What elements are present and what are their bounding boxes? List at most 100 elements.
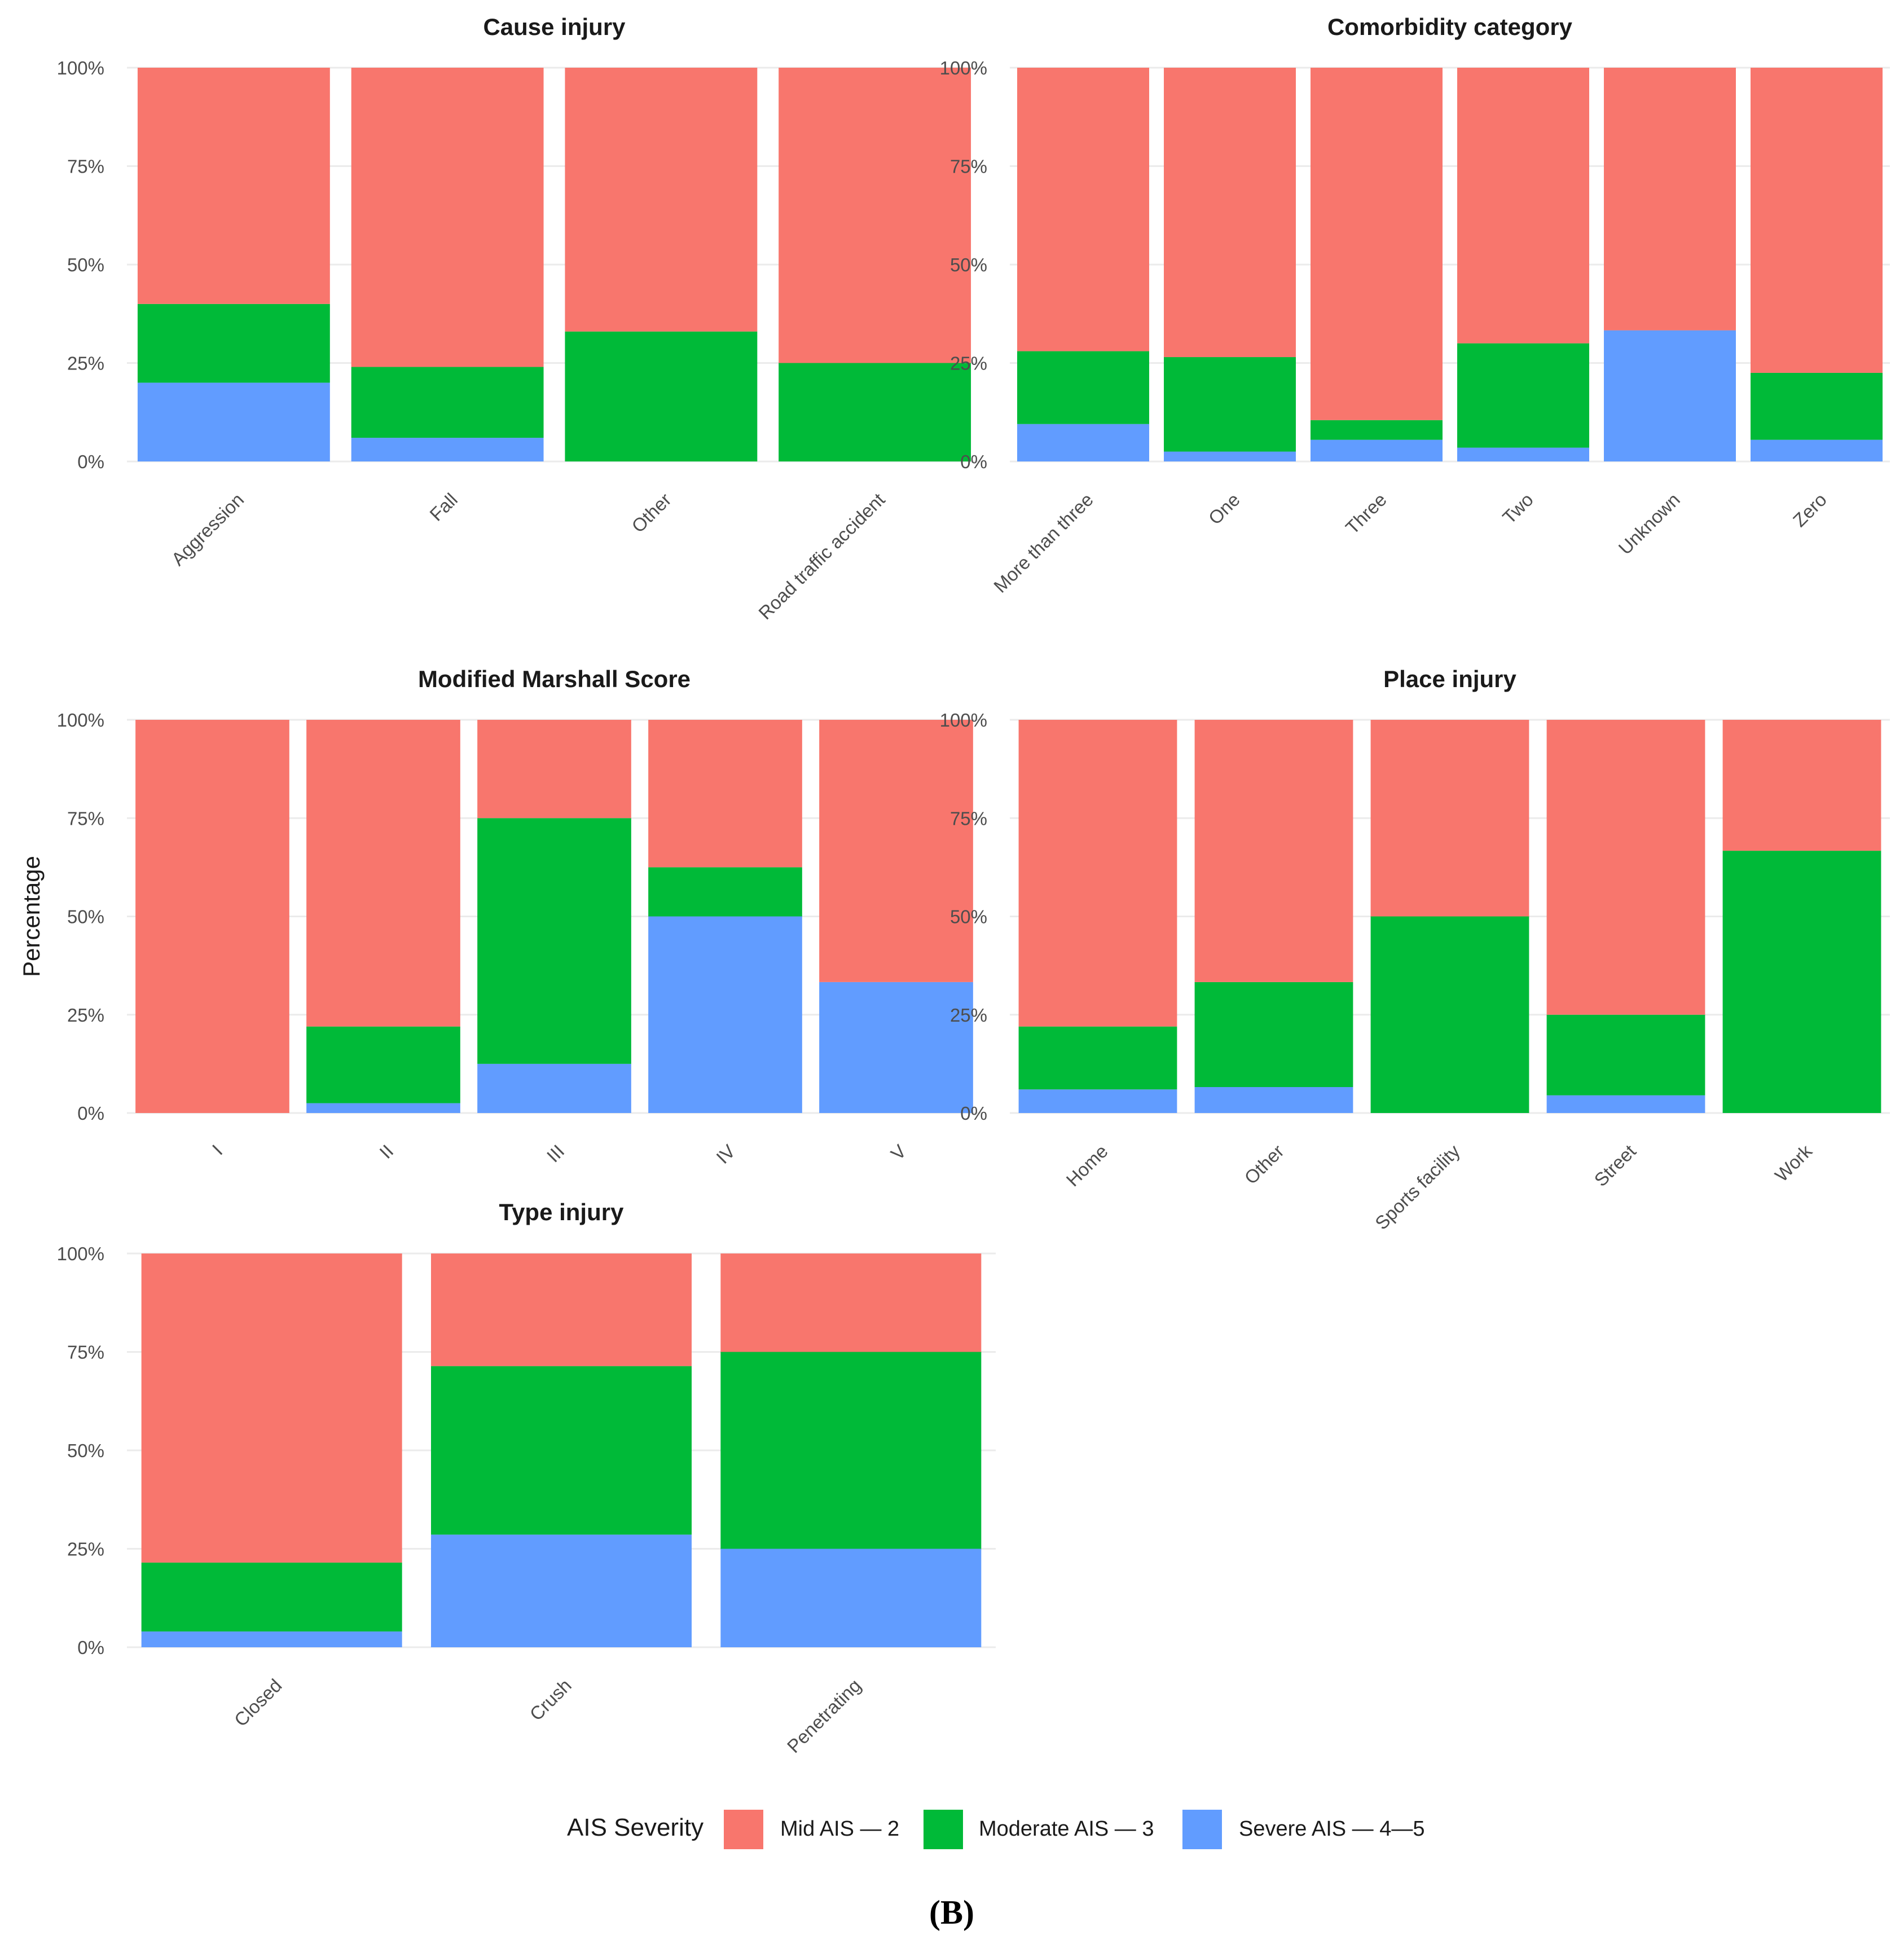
bar-road-traffic-accident-mid-ais-2 [779,68,971,363]
bar-home-severe-ais-4-5 [1018,1089,1177,1113]
bar-more-than-three-mid-ais-2 [1017,68,1149,351]
bar-three-mid-ais-2 [1311,68,1443,420]
bar-one-moderate-ais-3 [1164,357,1296,452]
bar-more-than-three-severe-ais-4-5 [1017,424,1149,461]
bar-street-mid-ais-2 [1546,720,1705,1015]
bar-penetrating-severe-ais-4-5 [720,1549,982,1647]
bar-street-moderate-ais-3 [1546,1014,1705,1096]
bar-zero-mid-ais-2 [1751,68,1883,373]
y-tick-label: 50% [67,907,104,927]
x-tick-label: Zero [1789,489,1831,531]
panel-title: Place injury [1383,666,1516,692]
bar-fall-mid-ais-2 [351,68,544,367]
x-tick-label: One [1204,489,1244,529]
y-tick-label: 75% [950,808,987,829]
panel-place-injury: Place injury 0% 25% 50% 75% 100% Home Other Spor… [940,666,1890,1234]
x-tick-label: Work [1771,1140,1817,1186]
x-tick-label: Crush [526,1675,575,1725]
bar-other-moderate-ais-3 [1194,982,1353,1087]
legend-swatch-moderate [924,1810,963,1849]
x-tick-label: Home [1062,1141,1112,1190]
bar-penetrating-moderate-ais-3 [720,1352,982,1549]
x-tick-label: Penetrating [783,1675,865,1757]
bar-zero-moderate-ais-3 [1751,372,1883,440]
bar-other-moderate-ais-3 [565,331,758,461]
bar-aggression-moderate-ais-3 [137,303,330,383]
x-tick-label: Fall [425,489,461,525]
legend-label-mid: Mid AIS — 2 [780,1817,899,1841]
legend-title: AIS Severity [567,1814,703,1841]
y-tick-label: 100% [57,58,104,78]
bar-one-mid-ais-2 [1164,68,1296,358]
bar-fall-severe-ais-4-5 [351,438,544,461]
panel-comorbidity-category: Comorbidity category 0% 25% 50% 75% 100% More … [940,14,1890,597]
chart-panels: Cause injury 0% 25% 50% 75% 100% Aggression Fal… [18,14,1890,1757]
bar-crush-moderate-ais-3 [431,1366,692,1535]
bar-unknown-severe-ais-4-5 [1604,330,1736,461]
bar-road-traffic-accident-moderate-ais-3 [779,363,971,461]
panel-title: Cause injury [483,14,626,40]
y-tick-label: 75% [67,156,104,177]
bar-one-severe-ais-4-5 [1164,451,1296,461]
bar-sports-facility-mid-ais-2 [1370,720,1529,917]
x-tick-label: III [543,1141,569,1167]
y-tick-label: 75% [67,1342,104,1363]
bar-other-mid-ais-2 [565,68,758,332]
x-tick-label: Three [1342,489,1391,538]
bar-penetrating-mid-ais-2 [720,1253,982,1352]
x-tick-label: Street [1590,1141,1640,1190]
bar-unknown-mid-ais-2 [1604,68,1736,331]
y-tick-label: 25% [67,1005,104,1026]
bar-two-severe-ais-4-5 [1457,447,1589,461]
bar-v-severe-ais-4-5 [819,982,973,1113]
bar-iii-moderate-ais-3 [477,818,631,1064]
x-tick-label: Other [627,489,675,537]
x-tick-label: Sports facility [1371,1140,1464,1233]
y-tick-label: 50% [950,907,987,927]
figure-caption: (B) [929,1894,974,1931]
y-tick-label: 25% [950,353,987,374]
legend-label-moderate: Moderate AIS — 3 [979,1817,1154,1841]
bar-ii-moderate-ais-3 [306,1026,460,1103]
y-tick-label: 100% [940,710,987,731]
y-axis-title: Percentage [18,856,45,977]
x-tick-label: Road traffic accident [754,489,889,623]
y-tick-label: 50% [67,254,104,275]
y-tick-label: 0% [960,451,987,472]
bar-iv-mid-ais-2 [648,720,802,868]
x-tick-label: Unknown [1615,489,1684,558]
y-tick-label: 100% [940,58,987,78]
y-tick-label: 0% [77,1103,104,1124]
bar-closed-severe-ais-4-5 [141,1631,402,1647]
y-tick-label: 25% [950,1005,987,1026]
bar-crush-mid-ais-2 [431,1253,692,1366]
legend-swatch-mid [724,1810,763,1849]
bar-iv-severe-ais-4-5 [648,916,802,1113]
bar-street-severe-ais-4-5 [1546,1095,1705,1113]
bar-zero-severe-ais-4-5 [1751,439,1883,461]
bar-i-mid-ais-2 [135,720,289,1113]
bar-iii-severe-ais-4-5 [477,1063,631,1113]
bar-v-mid-ais-2 [819,720,973,982]
panel-cause-injury: Cause injury 0% 25% 50% 75% 100% Aggression Fal… [57,14,982,623]
bar-other-severe-ais-4-5 [1194,1087,1353,1113]
y-tick-label: 0% [960,1103,987,1124]
x-tick-label: Closed [230,1675,286,1731]
bar-work-mid-ais-2 [1722,720,1881,851]
panel-title: Comorbidity category [1327,14,1573,40]
y-tick-label: 0% [77,1637,104,1658]
bar-crush-severe-ais-4-5 [431,1534,692,1647]
x-tick-label: V [887,1141,911,1164]
panel-title: Modified Marshall Score [418,666,691,692]
y-tick-label: 0% [77,451,104,472]
x-tick-label: Two [1498,489,1537,528]
y-tick-label: 50% [950,254,987,275]
bar-closed-moderate-ais-3 [141,1562,402,1632]
bar-work-moderate-ais-3 [1722,851,1881,1113]
y-tick-label: 75% [67,808,104,829]
x-tick-label: II [375,1141,397,1163]
bar-iii-mid-ais-2 [477,720,631,819]
legend-label-severe: Severe AIS — 4—5 [1239,1817,1425,1841]
